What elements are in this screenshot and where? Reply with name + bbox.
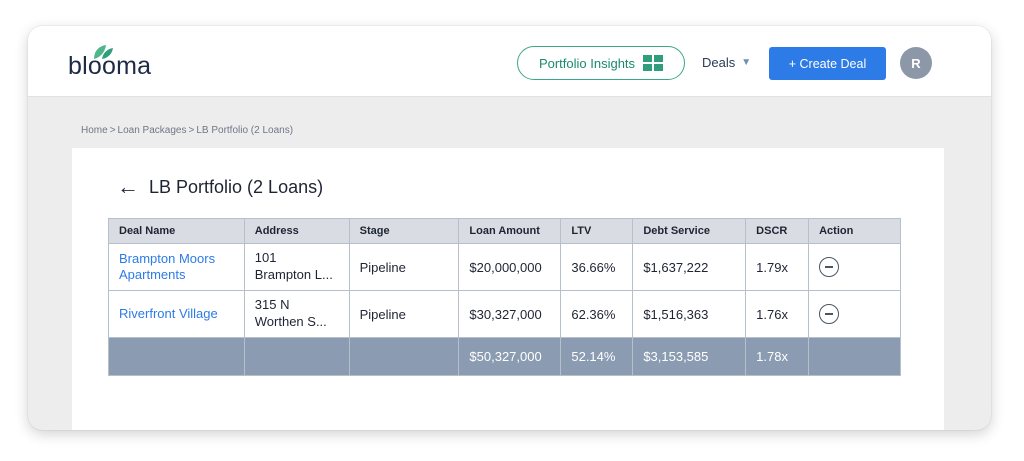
column-header[interactable]: Stage xyxy=(348,218,460,244)
column-header[interactable]: DSCR xyxy=(745,218,810,244)
leaf-icon xyxy=(94,45,113,59)
total-empty-cell xyxy=(808,337,901,376)
breadcrumb-separator: > xyxy=(188,125,195,136)
table-header-row: Deal Name Address Stage Loan Amount LTV … xyxy=(108,218,901,244)
total-loan-amount: $50,327,000 xyxy=(458,337,562,376)
column-header[interactable]: Address xyxy=(243,218,350,244)
column-header[interactable]: Loan Amount xyxy=(458,218,562,244)
stage-cell: Pipeline xyxy=(348,243,460,291)
portfolio-table: Deal Name Address Stage Loan Amount LTV … xyxy=(108,218,901,376)
deals-dropdown[interactable]: Deals ▼ xyxy=(702,55,751,70)
breadcrumb-loan-packages[interactable]: Loan Packages xyxy=(117,125,187,136)
dscr-cell: 1.79x xyxy=(745,243,810,291)
logo-text: blooma xyxy=(68,52,152,80)
content-panel: ← LB Portfolio (2 Loans) Deal Name Addre… xyxy=(72,148,944,430)
breadcrumb: Home > Loan Packages > LB Portfolio (2 Loans… xyxy=(81,125,293,136)
top-navbar: blooma Portfolio Insights Deals ▼ + Crea… xyxy=(28,26,991,97)
debt-service-cell: $1,516,363 xyxy=(632,290,747,338)
column-header[interactable]: Deal Name xyxy=(108,218,245,244)
total-ltv: 52.14% xyxy=(560,337,634,376)
total-row: $50,327,000 52.14% $3,153,585 1.78x xyxy=(108,337,901,376)
address-line1: 315 N xyxy=(254,297,290,313)
total-empty-cell xyxy=(243,337,350,376)
portfolio-insights-button[interactable]: Portfolio Insights xyxy=(517,46,685,80)
address-cell: 101 Brampton L... xyxy=(243,243,350,291)
address-line2: Brampton L... xyxy=(254,267,333,282)
total-empty-cell xyxy=(348,337,460,376)
ltv-cell: 62.36% xyxy=(560,290,634,338)
portfolio-insights-label: Portfolio Insights xyxy=(538,55,636,71)
page-header: ← LB Portfolio (2 Loans) xyxy=(117,176,323,198)
breadcrumb-separator: > xyxy=(109,125,116,136)
loan-amount-cell: $30,327,000 xyxy=(458,290,562,338)
breadcrumb-current: LB Portfolio (2 Loans) xyxy=(196,125,294,136)
minus-circle-icon[interactable] xyxy=(819,304,840,324)
table-row: Brampton Moors Apartments 101 Brampton L.… xyxy=(108,243,901,291)
column-header[interactable]: LTV xyxy=(560,218,634,244)
caret-down-icon: ▼ xyxy=(741,57,752,68)
deal-name-link[interactable]: Brampton Moors Apartments xyxy=(119,250,216,282)
breadcrumb-home[interactable]: Home xyxy=(81,125,108,136)
column-header: Action xyxy=(808,218,901,244)
total-dscr: 1.78x xyxy=(745,337,810,376)
total-empty-cell xyxy=(108,337,245,376)
avatar[interactable]: R xyxy=(900,47,932,79)
address-cell: 315 N Worthen S... xyxy=(243,290,350,338)
stage-cell: Pipeline xyxy=(348,290,460,338)
ltv-cell: 36.66% xyxy=(560,243,634,291)
address-line2: Worthen S... xyxy=(254,314,327,329)
grid-icon xyxy=(643,55,664,71)
debt-service-cell: $1,637,222 xyxy=(632,243,747,291)
create-deal-button[interactable]: + Create Deal xyxy=(769,47,886,80)
address-line1: 101 xyxy=(254,250,277,266)
page-title: LB Portfolio (2 Loans) xyxy=(149,176,324,197)
back-arrow-icon[interactable]: ← xyxy=(117,174,139,199)
deal-name-cell: Riverfront Village xyxy=(108,290,245,338)
app-window: blooma Portfolio Insights Deals ▼ + Crea… xyxy=(28,26,991,430)
total-debt-service: $3,153,585 xyxy=(632,337,747,376)
minus-circle-icon[interactable] xyxy=(819,257,840,277)
table-row: Riverfront Village 315 N Worthen S... Pip… xyxy=(108,290,901,338)
deal-name-link[interactable]: Riverfront Village xyxy=(119,305,218,321)
deal-name-cell: Brampton Moors Apartments xyxy=(108,243,245,291)
loan-amount-cell: $20,000,000 xyxy=(458,243,562,291)
dscr-cell: 1.76x xyxy=(745,290,810,338)
deals-label: Deals xyxy=(702,55,736,70)
action-cell xyxy=(808,243,901,291)
action-cell xyxy=(808,290,901,338)
column-header[interactable]: Debt Service xyxy=(632,218,747,244)
